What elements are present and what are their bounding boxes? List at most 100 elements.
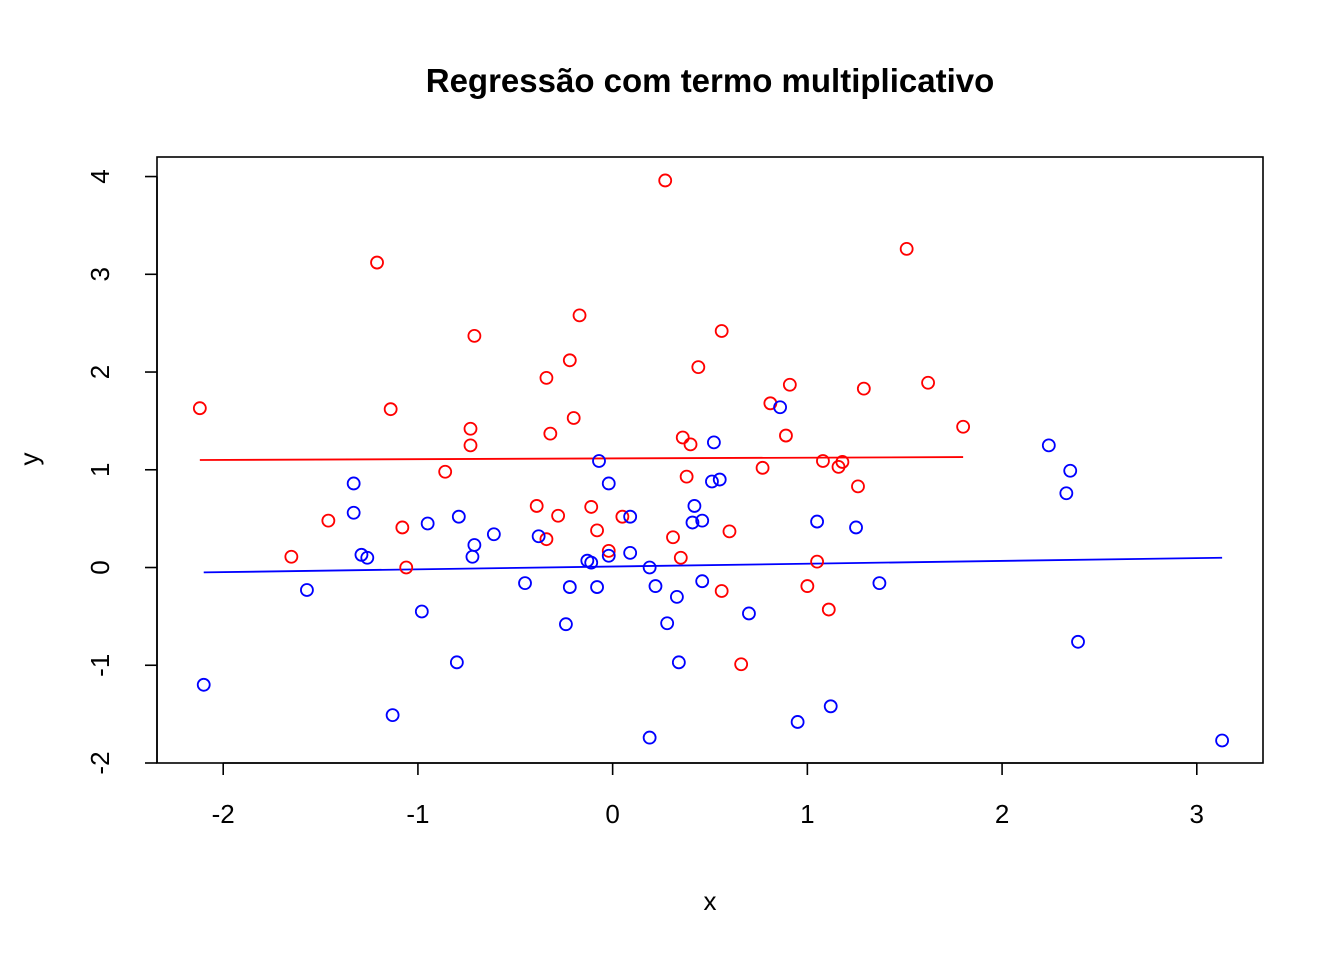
data-point xyxy=(623,545,638,560)
data-point xyxy=(810,554,824,569)
data-point xyxy=(673,550,688,565)
y-tick-label: 1 xyxy=(85,463,115,477)
data-point xyxy=(835,455,850,469)
data-point xyxy=(539,532,554,547)
data-point xyxy=(691,360,706,375)
data-point xyxy=(899,241,914,256)
data-point xyxy=(660,616,675,631)
data-point xyxy=(463,421,478,436)
data-point xyxy=(734,657,749,672)
data-points xyxy=(192,173,1230,748)
data-point xyxy=(539,370,554,385)
x-axis-label: x xyxy=(704,886,717,916)
data-point xyxy=(849,520,863,535)
data-point xyxy=(687,499,702,513)
data-point xyxy=(399,560,414,575)
data-point xyxy=(566,411,581,425)
data-point xyxy=(385,708,400,723)
data-point xyxy=(196,677,211,692)
data-point xyxy=(572,308,587,323)
data-point xyxy=(592,454,606,468)
data-point xyxy=(921,375,935,390)
data-point xyxy=(420,516,435,531)
data-point xyxy=(851,479,865,494)
data-point xyxy=(383,402,398,417)
y-axis-label: y xyxy=(14,453,44,466)
data-point xyxy=(800,579,815,593)
data-point xyxy=(816,454,830,468)
data-point xyxy=(714,324,729,338)
x-tick-label: -2 xyxy=(212,799,235,829)
data-point xyxy=(779,428,793,443)
data-point xyxy=(671,655,686,670)
data-point xyxy=(956,419,971,434)
data-point xyxy=(562,580,577,594)
data-point xyxy=(360,550,375,565)
data-point xyxy=(623,509,638,524)
data-point xyxy=(1041,438,1056,453)
data-point xyxy=(531,529,546,544)
data-point xyxy=(856,381,871,396)
data-point xyxy=(584,500,599,514)
x-tick-label: 3 xyxy=(1190,799,1204,829)
data-point xyxy=(679,469,694,484)
y-axis: -2 -1 0 1 2 3 4 xyxy=(85,169,158,775)
data-point xyxy=(346,476,361,491)
y-tick-label: 0 xyxy=(85,560,115,574)
data-point xyxy=(562,353,577,368)
data-point xyxy=(601,548,616,563)
data-point xyxy=(438,464,453,479)
y-tick-label: 4 xyxy=(85,169,115,183)
data-point xyxy=(790,715,805,729)
data-point xyxy=(695,574,710,589)
data-point xyxy=(451,509,466,524)
data-point xyxy=(810,514,824,529)
regression-line xyxy=(203,556,1223,574)
data-point xyxy=(467,538,482,552)
y-tick-label: -1 xyxy=(85,654,115,677)
data-point xyxy=(1063,463,1078,478)
data-point xyxy=(559,617,573,632)
data-point xyxy=(543,426,558,441)
data-point xyxy=(705,474,719,489)
data-point xyxy=(782,377,797,392)
data-point xyxy=(321,513,336,528)
data-point xyxy=(486,527,501,542)
data-point xyxy=(872,576,887,591)
x-axis: -2 -1 0 1 2 3 xyxy=(212,762,1204,829)
fit-lines xyxy=(199,456,1223,574)
data-point xyxy=(666,530,680,545)
data-point xyxy=(284,549,299,564)
data-point xyxy=(658,173,673,188)
data-point xyxy=(465,549,480,564)
data-point xyxy=(821,602,836,617)
y-tick-label: 2 xyxy=(85,365,115,379)
data-point xyxy=(601,544,616,558)
data-point xyxy=(823,699,838,714)
data-point xyxy=(346,505,361,520)
data-point xyxy=(615,509,630,524)
data-point xyxy=(518,576,532,591)
data-point xyxy=(685,515,700,530)
data-point xyxy=(590,523,604,538)
data-point xyxy=(755,460,770,475)
y-tick-label: -2 xyxy=(85,751,115,774)
chart-title: Regressão com termo multiplicativo xyxy=(426,62,995,99)
data-point xyxy=(590,580,604,594)
data-point xyxy=(722,524,737,539)
data-point xyxy=(642,730,657,745)
data-point xyxy=(601,476,616,491)
data-point xyxy=(683,437,698,452)
data-point xyxy=(675,430,690,445)
regression-line xyxy=(199,456,964,461)
data-point xyxy=(1215,733,1230,748)
data-point xyxy=(449,655,464,670)
x-tick-label: -1 xyxy=(406,799,429,829)
data-point xyxy=(1059,486,1074,501)
data-point xyxy=(192,401,207,416)
data-point xyxy=(642,560,657,575)
data-point xyxy=(529,499,544,513)
data-point xyxy=(773,400,787,415)
data-point xyxy=(551,508,566,523)
